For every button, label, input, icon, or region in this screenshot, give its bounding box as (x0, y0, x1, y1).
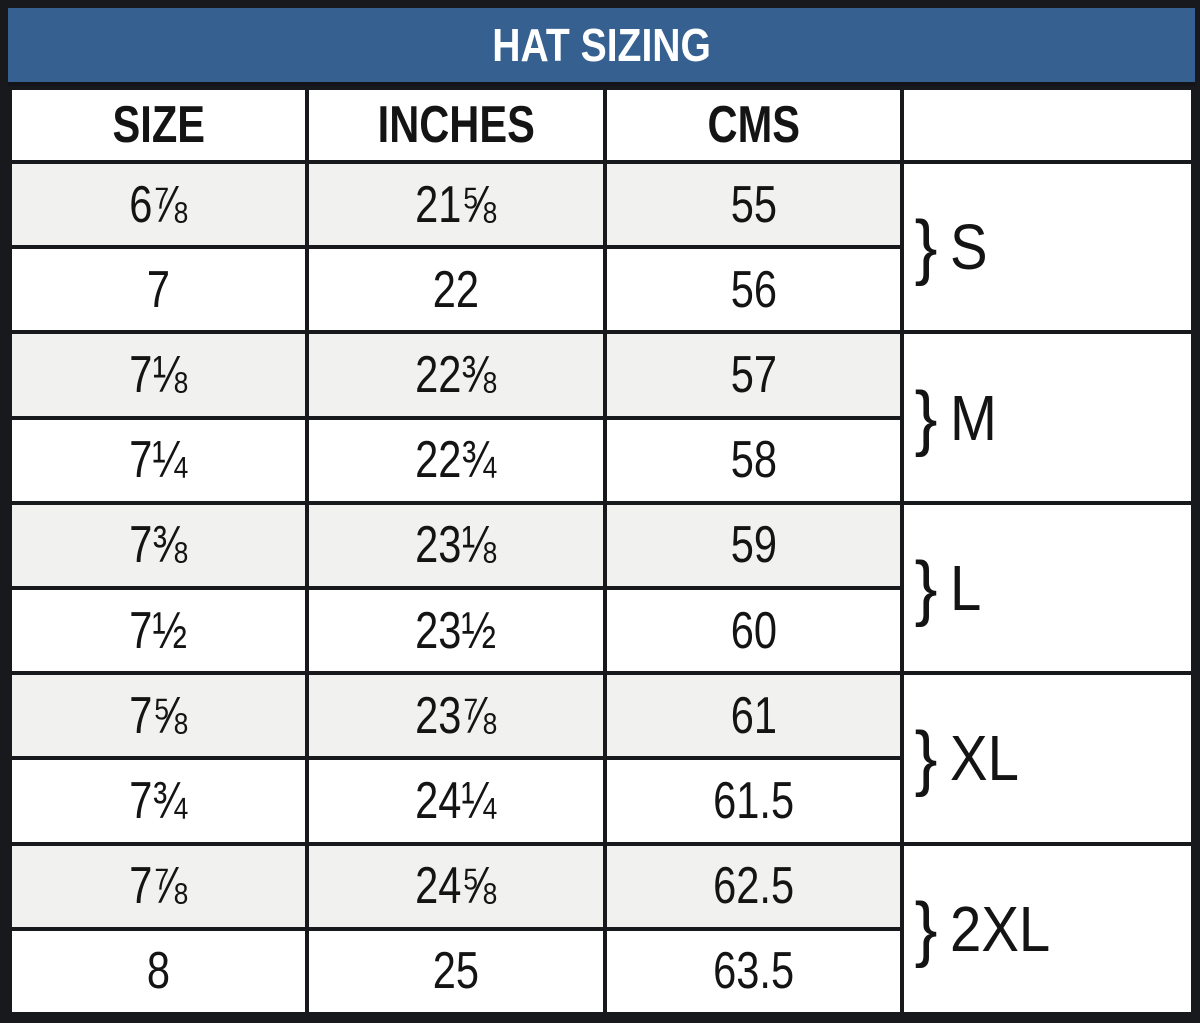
size-group-cell-xl: } XL (899, 671, 1196, 846)
inches-cell: 21⅝ (304, 159, 608, 250)
size-group-cell-m: } M (899, 330, 1196, 505)
table-row: 7⅜ 23⅛ 59 } L (8, 500, 1196, 676)
inches-cell: 25 (304, 926, 608, 1017)
inches-cell: 23⅛ (304, 500, 608, 590)
inches-cell: 23⅞ (304, 671, 608, 761)
table-row: 7⅝ 23⅞ 61 } XL (8, 671, 1196, 846)
inches-cell: 24⅝ (304, 841, 608, 931)
title-bar: HAT SIZING (8, 8, 1195, 86)
size-cell: 7¾ (8, 756, 309, 846)
table-row: 8 25 63.5 (8, 926, 1193, 1017)
size-cell: 6⅞ (8, 159, 309, 250)
size-group-label: L (950, 551, 982, 624)
header-row: SIZE INCHES CMS (8, 86, 1196, 164)
cms-cell: 61 (603, 671, 904, 761)
right-brace-glyph: } (914, 888, 938, 969)
column-header-group (899, 86, 1196, 164)
table-row: 7¾ 24¼ 61.5 (8, 756, 1193, 846)
inches-cell: 22 (304, 245, 608, 335)
size-cell: 7⅛ (8, 330, 309, 420)
right-brace-glyph: } (914, 718, 938, 799)
column-header-cms: CMS (603, 86, 904, 164)
size-group-cell-2xl: } 2XL (899, 841, 1196, 1016)
inches-cell: 22¾ (304, 415, 608, 505)
column-header-size: SIZE (8, 86, 309, 164)
cms-cell: 60 (603, 585, 904, 676)
table-row: 7¼ 22¾ 58 (8, 415, 1193, 505)
table-row: 7⅞ 24⅝ 62.5 } 2XL (8, 841, 1196, 1016)
cms-cell: 59 (603, 500, 904, 590)
size-group-label: 2XL (950, 892, 1051, 965)
right-brace-glyph: } (914, 207, 938, 288)
column-header-inches: INCHES (304, 86, 608, 164)
size-cell: 7⅞ (8, 841, 309, 931)
table-row: 7⅛ 22⅜ 57 } M (8, 330, 1196, 505)
cms-cell: 57 (603, 330, 904, 420)
inches-cell: 24¼ (304, 756, 608, 846)
size-group-cell-s: } S (899, 159, 1196, 335)
table-row: 6⅞ 21⅝ 55 } S (8, 159, 1196, 335)
cms-cell: 61.5 (603, 756, 904, 846)
right-brace-glyph: } (914, 377, 938, 458)
cms-cell: 63.5 (603, 926, 904, 1017)
cms-cell: 56 (603, 245, 904, 335)
size-group-label: XL (950, 722, 1019, 795)
right-brace-glyph: } (914, 547, 938, 628)
size-cell: 8 (8, 926, 309, 1017)
size-group-cell-l: } L (899, 500, 1196, 676)
cms-cell: 62.5 (603, 841, 904, 931)
table-row: 7½ 23½ 60 (8, 585, 1193, 676)
hat-sizing-table: SIZE INCHES CMS 6⅞ 21⅝ 55 } S 7 2 (8, 86, 1196, 1017)
size-cell: 7½ (8, 585, 309, 676)
inches-cell: 23½ (304, 585, 608, 676)
size-cell: 7¼ (8, 415, 309, 505)
size-group-label: M (950, 381, 997, 454)
cms-cell: 55 (603, 159, 904, 250)
size-cell: 7⅜ (8, 500, 309, 590)
size-cell: 7⅝ (8, 671, 309, 761)
inches-cell: 22⅜ (304, 330, 608, 420)
size-cell: 7 (8, 245, 309, 335)
chart-title: HAT SIZING (492, 19, 711, 71)
cms-cell: 58 (603, 415, 904, 505)
table-row: 7 22 56 (8, 245, 1193, 335)
size-group-label: S (950, 211, 988, 284)
